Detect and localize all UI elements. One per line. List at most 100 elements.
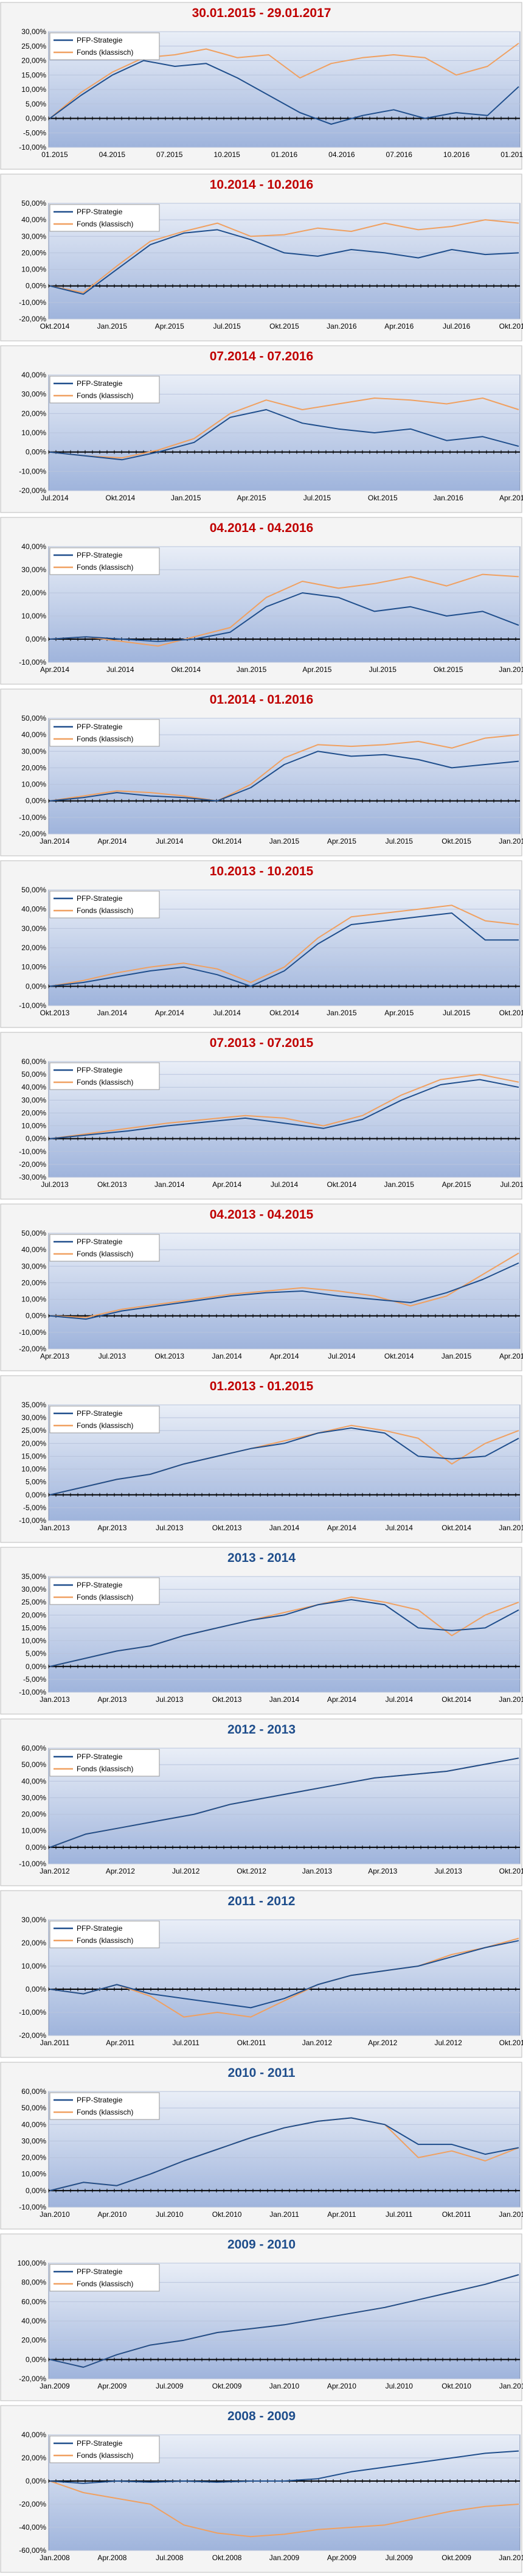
y-tick-label: 50,00% [21, 2104, 46, 2112]
legend-label-fund: Fonds (klassisch) [77, 1765, 133, 1773]
chart-title: 01.2013 - 01.2015 [210, 1379, 314, 1393]
x-tick-label: Okt.2015 [434, 665, 463, 674]
y-tick-label: 15,00% [21, 71, 46, 79]
y-tick-label: -5,00% [23, 1503, 46, 1512]
y-tick-label: 35,00% [21, 1572, 46, 1581]
y-tick-label: 50,00% [21, 199, 46, 208]
y-tick-label: -5,00% [23, 1675, 46, 1684]
x-tick-label: Jan.2016 [499, 837, 523, 845]
y-tick-label: 0,00% [26, 114, 46, 123]
y-tick-label: -10,00% [19, 2203, 46, 2211]
x-tick-label: Jan.2014 [97, 1009, 128, 1017]
x-tick-label: Okt.2014 [269, 1009, 299, 1017]
y-tick-label: 25,00% [21, 1426, 46, 1435]
legend-label-strategy: PFP-Strategie [77, 1581, 123, 1589]
x-tick-label: Jan.2015 [499, 1695, 523, 1704]
x-tick-label: Jul.2011 [386, 2210, 413, 2219]
y-tick-label: 40,00% [21, 1083, 46, 1091]
x-tick-label: Okt.2009 [442, 2553, 471, 2562]
x-tick-label: 10.2015 [213, 150, 240, 159]
y-tick-label: 25,00% [21, 1598, 46, 1606]
y-tick-label: 5,00% [26, 1650, 46, 1658]
y-tick-label: 0,00% [26, 1985, 46, 1993]
x-tick-label: Okt.2012 [499, 2039, 523, 2047]
x-tick-label: Jan.2011 [269, 2210, 299, 2219]
y-tick-label: -10,00% [19, 658, 46, 667]
legend [49, 1749, 160, 1777]
x-tick-label: Okt.2015 [499, 1009, 523, 1017]
x-tick-label: Jan.2015 [499, 1524, 523, 1532]
x-tick-label: Jan.2014 [212, 1352, 242, 1360]
x-tick-label: Apr.2011 [327, 2210, 356, 2219]
legend [49, 2092, 160, 2120]
y-tick-label: 30,00% [21, 2137, 46, 2145]
legend-label-fund: Fonds (klassisch) [77, 2451, 133, 2460]
y-tick-label: 20,00% [21, 1108, 46, 1117]
x-tick-label: Apr.2014 [327, 1695, 356, 1704]
x-tick-label: Jul.2015 [443, 1009, 471, 1017]
x-tick-label: Jan.2016 [499, 665, 523, 674]
y-tick-label: 30,00% [21, 232, 46, 240]
series-line-strategy [49, 2450, 519, 2484]
x-tick-label: Apr.2014 [40, 665, 69, 674]
legend-label-fund: Fonds (klassisch) [77, 563, 133, 572]
chart-title: 2008 - 2009 [227, 2409, 296, 2423]
series-line-fund [49, 1074, 519, 1139]
y-tick-label: 50,00% [21, 1229, 46, 1237]
x-tick-label: Jan.2016 [327, 322, 357, 331]
legend-label-strategy: PFP-Strategie [77, 208, 123, 216]
x-tick-label: Okt.2013 [499, 1867, 523, 1875]
y-tick-label: 0,00% [26, 797, 46, 805]
y-tick-label: 0,00% [26, 1135, 46, 1143]
y-tick-label: 20,00% [21, 2454, 46, 2462]
x-tick-label: Jul.2014 [386, 1524, 414, 1532]
x-tick-label: 01.2015 [41, 150, 68, 159]
y-tick-label: 10,00% [21, 1295, 46, 1304]
y-tick-label: 15,00% [21, 1623, 46, 1632]
y-tick-label: 5,00% [26, 100, 46, 108]
y-tick-label: -10,00% [19, 2008, 46, 2017]
y-tick-label: 20,00% [21, 1810, 46, 1819]
x-tick-label: Jul.2014 [328, 1352, 356, 1360]
y-tick-label: 30,00% [21, 1585, 46, 1594]
x-tick-label: Jul.2013 [434, 1867, 462, 1875]
legend [49, 547, 160, 575]
x-tick-label: Jul.2009 [386, 2553, 414, 2562]
chart-title: 2013 - 2014 [227, 1551, 296, 1565]
y-tick-label: 0,00% [26, 1312, 46, 1320]
x-tick-label: Jan.2013 [40, 1695, 70, 1704]
series-line-fund [49, 1937, 519, 2018]
x-tick-label: Jan.2012 [302, 2039, 333, 2047]
legend-label-fund: Fonds (klassisch) [77, 2108, 133, 2116]
x-tick-label: Okt.2013 [212, 1524, 242, 1532]
chart-7: 04.2013 - 04.2015 -20,00% -10,00% 0,00% 10,0… [0, 1203, 523, 1371]
chart-title: 04.2014 - 04.2016 [210, 521, 313, 535]
chart-1: 10.2014 - 10.2016 -20,00% -10,00% 0,00% 10,0… [0, 173, 523, 341]
series-line-fund [49, 734, 519, 802]
y-tick-label: 0,00% [26, 1843, 46, 1852]
y-tick-label: 60,00% [21, 2087, 46, 2096]
chart-6: 07.2013 - 07.2015 -30,00% -20,00% -10,00% 0,… [0, 1032, 523, 1200]
x-tick-label: Okt.2013 [97, 1180, 127, 1189]
y-tick-label: 0,00% [26, 2186, 46, 2195]
x-tick-label: Apr.2016 [499, 494, 523, 502]
y-tick-label: 30,00% [21, 1793, 46, 1802]
y-tick-label: 50,00% [21, 886, 46, 894]
x-tick-label: Okt.2008 [212, 2553, 242, 2562]
series-line-strategy [49, 1940, 519, 2009]
x-tick-label: Okt.2010 [212, 2210, 242, 2219]
x-tick-label: Jan.2013 [40, 1524, 70, 1532]
series-line-fund [49, 1252, 519, 1318]
series-line-strategy [49, 751, 519, 802]
y-tick-label: 30,00% [21, 565, 46, 574]
x-tick-label: 07.2015 [156, 150, 183, 159]
x-tick-label: Jul.2011 [172, 2039, 199, 2047]
x-tick-label: Jul.2015 [303, 494, 331, 502]
series-line-strategy [49, 1427, 519, 1496]
y-tick-label: 0,00% [26, 2477, 46, 2485]
y-tick-label: 30,00% [21, 1262, 46, 1270]
y-tick-label: 35,00% [21, 1401, 46, 1409]
x-tick-label: Apr.2012 [368, 2039, 397, 2047]
y-tick-label: 20,00% [21, 763, 46, 772]
